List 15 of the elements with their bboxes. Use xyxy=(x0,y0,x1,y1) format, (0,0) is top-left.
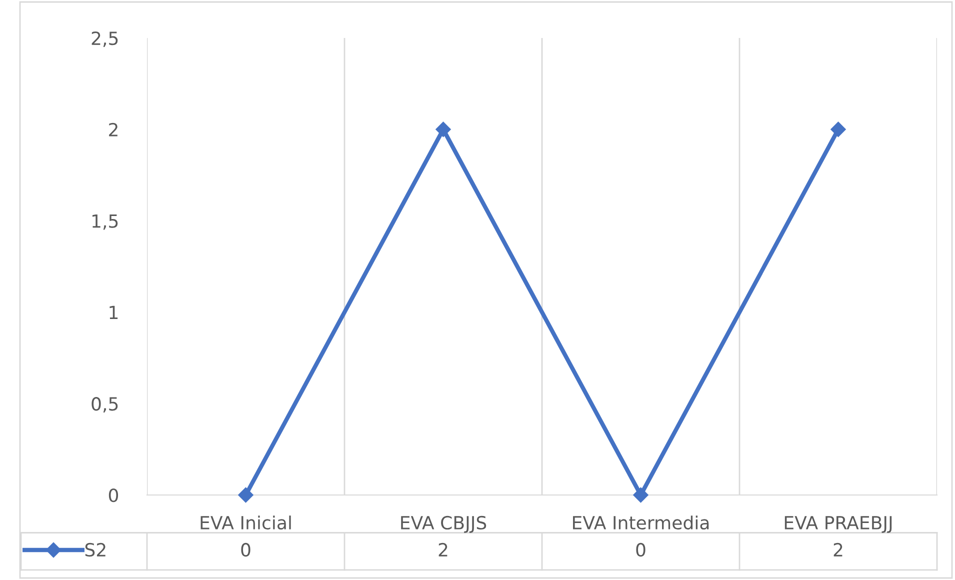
y-tick-label: 1 xyxy=(110,306,118,320)
y-tick-label: 2,5 xyxy=(92,31,118,47)
x-tick-label: EVA Inicial xyxy=(200,516,291,530)
x-tick-label: EVA PRAEBJJ xyxy=(784,516,892,533)
y-tick-label: 2 xyxy=(109,122,118,136)
y-tick-label: 0 xyxy=(108,488,118,502)
x-tick-label: EVA CBJJS xyxy=(401,516,486,533)
x-tick-label: EVA Intermedia xyxy=(573,516,709,530)
data-label: 2 xyxy=(438,542,448,556)
y-tick-label: 1,5 xyxy=(92,214,118,230)
data-label: 2 xyxy=(834,542,842,556)
legend-label: S2 xyxy=(85,542,106,557)
data-label: 0 xyxy=(241,542,250,557)
y-tick-label: 0,5 xyxy=(92,397,118,413)
data-label: 0 xyxy=(636,542,646,557)
